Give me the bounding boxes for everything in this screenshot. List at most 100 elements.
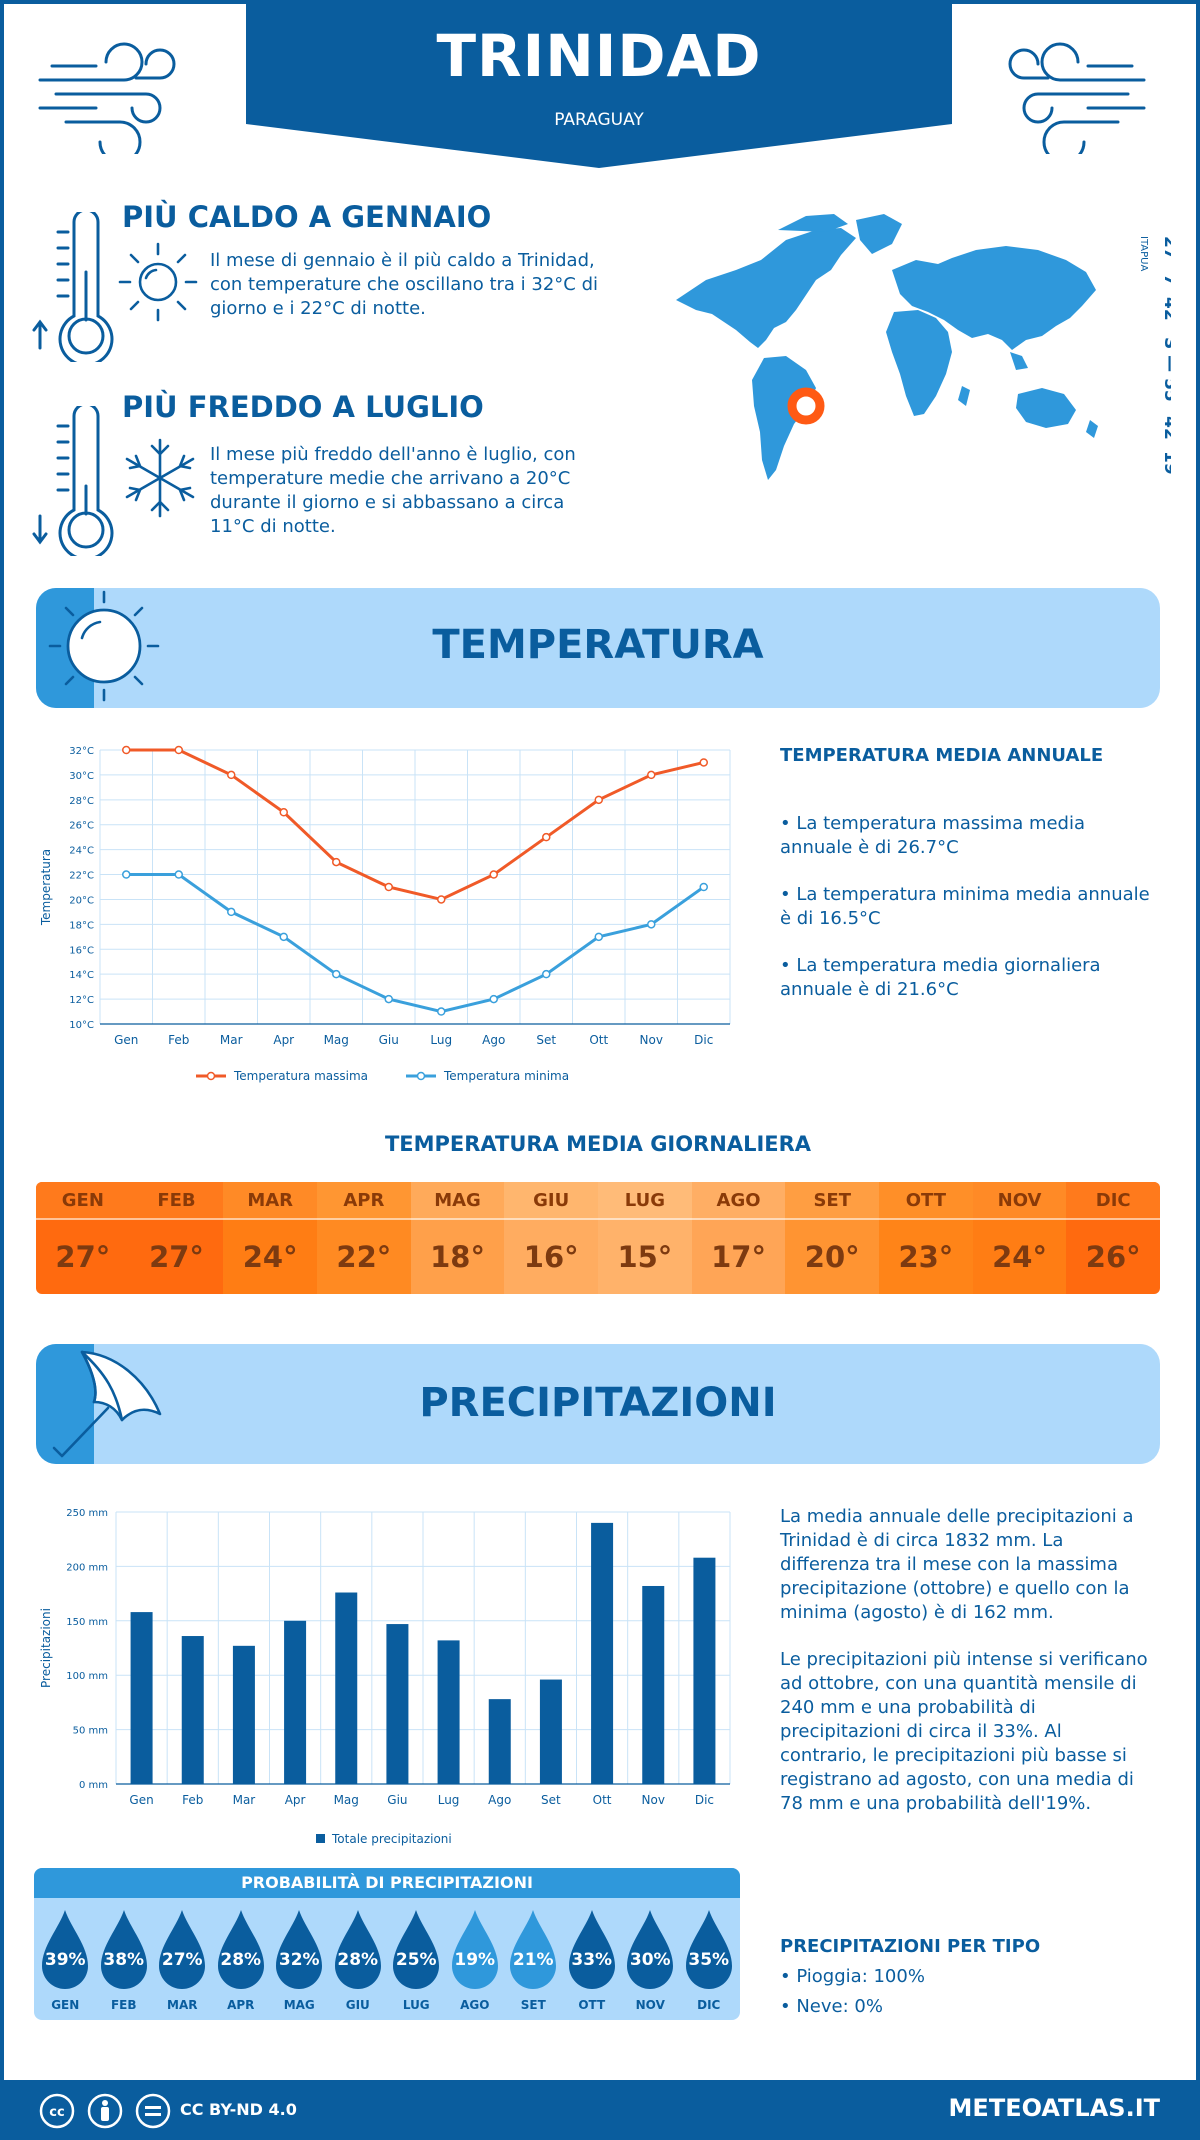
x-tick-label: Set [536, 1033, 556, 1047]
y-tick-label: 16°C [69, 945, 94, 956]
raindrop-icon [276, 1910, 322, 1989]
daily-month: SET [785, 1182, 880, 1220]
precip-bar [232, 1645, 255, 1784]
precip-bar [539, 1679, 562, 1784]
svg-text:27° 7' 42'' S — 55° 42' 19'' W: 27° 7' 42'' S — 55° 42' 19'' W [1160, 236, 1171, 486]
no-derivatives-icon [135, 2093, 171, 2129]
svg-text:cc: cc [49, 2105, 64, 2120]
daily-cell: OTT 23° [879, 1182, 973, 1294]
raindrop-icon [100, 1910, 147, 1989]
data-point [437, 1007, 446, 1016]
country-name: PARAGUAY [554, 110, 644, 130]
precip-bar [386, 1624, 409, 1784]
daily-month: FEB [129, 1182, 224, 1220]
daily-temp-title: TEMPERATURA MEDIA GIORNALIERA [384, 1132, 812, 1156]
probability-drops: 39% GEN 38% FEB 27% MAR 28% APR 32% MAG 28% GIU 25% L… [34, 1898, 740, 2016]
annual-temp-min: • La temperatura minima media annuale è … [780, 884, 1150, 929]
probability-drop: 30% NOV [621, 1908, 680, 2016]
raindrop-icon [217, 1910, 264, 1989]
x-tick-label: Nov [640, 1033, 663, 1047]
legend-marker [206, 1071, 216, 1081]
daily-temp-table: GEN 27° FEB 27° MAR 24° APR 22° MAG 18° GIU 16° LUG 1… [36, 1182, 1160, 1294]
precip-bar [181, 1636, 204, 1784]
attribution-icon [87, 2093, 123, 2129]
raindrop-icon [510, 1910, 556, 1989]
probability-month: SET [520, 1998, 546, 2012]
daily-value: 27° [55, 1240, 111, 1274]
precip-type-title: PRECIPITAZIONI PER TIPO [780, 1936, 1041, 1957]
daily-month: DIC [1066, 1182, 1160, 1220]
umbrella-icon [52, 1350, 162, 1458]
city-title: TRINIDAD [436, 22, 762, 90]
series-line-max [126, 748, 705, 902]
hottest-text: Il mese di gennaio è il più caldo a Trin… [210, 250, 599, 319]
daily-month: APR [317, 1182, 411, 1220]
data-point [699, 882, 708, 892]
x-tick-label: Ott [589, 1033, 608, 1047]
daily-value: 15° [617, 1240, 673, 1274]
x-tick-label: Feb [182, 1793, 203, 1807]
data-point [594, 932, 603, 942]
daily-cell: APR 22° [317, 1182, 411, 1294]
probability-drop: 25% LUG [387, 1908, 446, 2016]
y-tick-label: 32°C [69, 746, 94, 757]
data-point [227, 907, 236, 917]
y-tick-label: 24°C [69, 846, 94, 857]
precip-bar [591, 1522, 614, 1784]
series-line-min [126, 873, 705, 1014]
probability-value: 21% [512, 1950, 554, 1970]
probability-month: APR [227, 1998, 255, 2012]
probability-month: NOV [635, 1998, 665, 2012]
x-tick-label: Gen [114, 1033, 138, 1047]
legend-label: Temperatura minima [443, 1069, 569, 1083]
probability-drop: 21% SET [504, 1908, 563, 2016]
license-label: CC BY-ND 4.0 [180, 2100, 297, 2119]
precip-bar [642, 1585, 665, 1784]
probability-value: 32% [278, 1950, 320, 1970]
legend-label: Totale precipitazioni [331, 1832, 452, 1846]
x-tick-label: Feb [168, 1033, 189, 1047]
data-point [437, 895, 446, 904]
probability-month: MAR [167, 1998, 198, 2012]
raindrop-icon [334, 1910, 381, 1989]
y-tick-label: 150 mm [66, 1617, 108, 1628]
daily-month: GEN [36, 1182, 130, 1220]
annual-temp-mean: • La temperatura media giornaliera annua… [780, 955, 1101, 1000]
y-tick-label: 50 mm [73, 1726, 108, 1737]
precip-type-rain: • Pioggia: 100% [780, 1966, 925, 1987]
daily-value: 22° [336, 1240, 392, 1274]
probability-drop: 32% MAG [270, 1908, 329, 2016]
brand-link[interactable]: METEOATLAS.IT [948, 2094, 1160, 2122]
daily-cell: GEN 27° [36, 1182, 130, 1294]
section-bar-corner [36, 1344, 94, 1464]
daily-month: GIU [504, 1182, 599, 1220]
daily-value: 20° [804, 1240, 860, 1274]
raindrop-icon [685, 1910, 732, 1989]
precip-bar [130, 1612, 153, 1784]
x-tick-label: Ago [488, 1793, 511, 1807]
x-tick-label: Ago [482, 1033, 505, 1047]
probability-value: 27% [161, 1950, 203, 1970]
y-tick-label: 10°C [69, 1020, 94, 1031]
annual-temp-max: • La temperatura massima media annuale è… [780, 813, 1086, 858]
data-point [384, 994, 393, 1004]
thermometer-down-icon [32, 406, 114, 556]
y-tick-label: 14°C [69, 970, 94, 981]
daily-value: 24° [992, 1240, 1047, 1274]
coldest-title: PIÙ FREDDO A LUGLIO [122, 390, 484, 424]
daily-month: MAG [410, 1182, 505, 1220]
temperature-title: TEMPERATURA [432, 622, 764, 668]
data-point [699, 758, 708, 767]
data-point [174, 870, 183, 879]
coldest-text: Il mese più freddo dell'anno è luglio, c… [210, 444, 576, 537]
y-tick-label: 12°C [69, 995, 94, 1006]
probability-month: GIU [345, 1998, 370, 2012]
temperature-chart: 10°C 12°C 14°C 16°C 18°C 20°C 22°C 24°C 26°C 28°C… [39, 745, 731, 1083]
y-tick-label: 100 mm [66, 1671, 108, 1682]
daily-month: LUG [598, 1182, 692, 1220]
y-tick-label: 18°C [69, 920, 94, 931]
precip-bar [284, 1620, 307, 1784]
probability-month: GEN [51, 1998, 80, 2012]
daily-cell: NOV 24° [972, 1182, 1067, 1294]
probability-month: MAG [283, 1998, 315, 2012]
